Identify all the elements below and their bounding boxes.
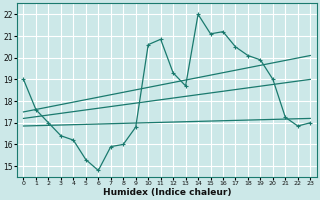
X-axis label: Humidex (Indice chaleur): Humidex (Indice chaleur) <box>103 188 231 197</box>
